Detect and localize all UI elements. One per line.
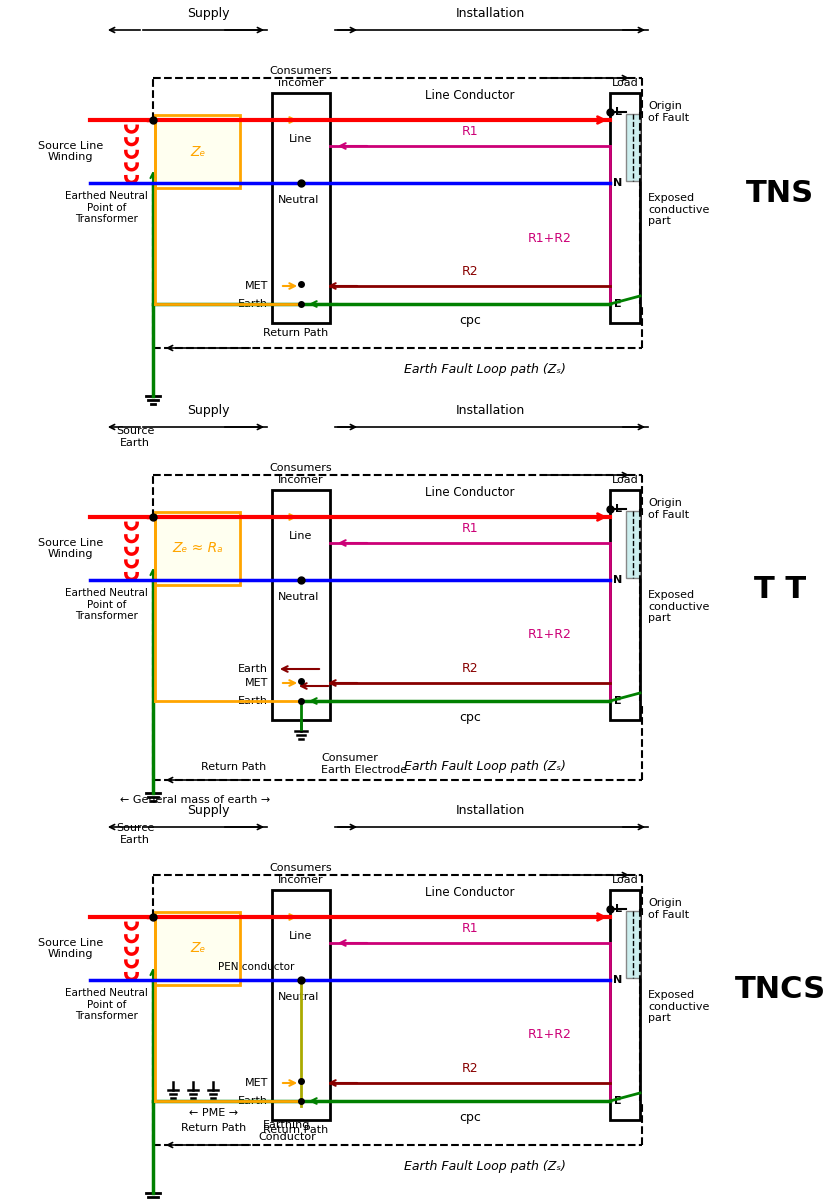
Text: Exposed
conductive
part: Exposed conductive part: [648, 990, 710, 1024]
Bar: [272, 92, 330, 323]
Text: Line Conductor: Line Conductor: [425, 886, 514, 899]
Text: Source Line
Winding: Source Line Winding: [37, 937, 103, 959]
Text: MET: MET: [244, 281, 268, 290]
Bar: [610, 92, 640, 323]
Text: Neutral: Neutral: [278, 592, 320, 602]
Text: Earth: Earth: [238, 664, 268, 674]
Text: Origin
of Fault: Origin of Fault: [648, 101, 689, 122]
Text: Installation: Installation: [455, 804, 524, 817]
Text: Earth: Earth: [238, 299, 268, 308]
Text: N: N: [613, 575, 622, 584]
Text: R1: R1: [462, 125, 479, 138]
Text: Return Path: Return Path: [181, 1123, 246, 1133]
Text: cpc: cpc: [459, 1111, 481, 1124]
Text: R2: R2: [462, 1062, 479, 1075]
Text: N: N: [613, 178, 622, 188]
Text: T T: T T: [754, 576, 806, 605]
Text: Return Path: Return Path: [201, 762, 266, 772]
Bar: [626, 911, 640, 978]
Text: Supply: Supply: [187, 7, 229, 20]
Text: Source Line
Winding: Source Line Winding: [37, 140, 103, 162]
Text: R1: R1: [462, 522, 479, 535]
Text: Origin
of Fault: Origin of Fault: [648, 498, 689, 520]
Text: Source
Earth: Source Earth: [116, 426, 155, 448]
Text: Line Conductor: Line Conductor: [425, 89, 514, 102]
Bar: [610, 490, 640, 720]
Text: Consumers
Incomer: Consumers Incomer: [270, 463, 332, 485]
Bar: [272, 890, 330, 1120]
Text: Earthed Neutral
Point of
Transformer: Earthed Neutral Point of Transformer: [65, 191, 148, 224]
Text: Consumer
Earth Electrode: Consumer Earth Electrode: [321, 754, 407, 775]
Text: R1+R2: R1+R2: [528, 629, 572, 642]
Text: Line: Line: [289, 134, 312, 144]
Text: Neutral: Neutral: [278, 992, 320, 1002]
Bar: [626, 511, 640, 578]
Text: E: E: [614, 696, 622, 706]
Text: Line: Line: [289, 931, 312, 941]
Text: Installation: Installation: [455, 7, 524, 20]
Text: PEN conductor: PEN conductor: [218, 962, 294, 972]
Bar: [626, 114, 640, 181]
Text: Earthed Neutral
Point of
Transformer: Earthed Neutral Point of Transformer: [65, 588, 148, 622]
Text: R1: R1: [462, 922, 479, 935]
Text: Neutral: Neutral: [278, 194, 320, 205]
Text: ← General mass of earth →: ← General mass of earth →: [120, 794, 271, 805]
Text: cpc: cpc: [459, 710, 481, 724]
Bar: [155, 912, 240, 985]
Text: Zₑ: Zₑ: [189, 942, 205, 955]
Text: L: L: [614, 504, 622, 514]
Text: Earth Fault Loop path (Zₛ): Earth Fault Loop path (Zₛ): [404, 362, 566, 376]
Text: Zₑ ≈ Rₐ: Zₑ ≈ Rₐ: [172, 541, 223, 556]
Text: Earthed Neutral
Point of
Transformer: Earthed Neutral Point of Transformer: [65, 988, 148, 1021]
Text: Earth: Earth: [238, 696, 268, 706]
Text: Supply: Supply: [187, 404, 229, 416]
Text: Zₑ: Zₑ: [189, 144, 205, 158]
Text: L: L: [614, 107, 622, 116]
Text: Load: Load: [612, 78, 638, 88]
Text: Consumers
Incomer: Consumers Incomer: [270, 864, 332, 886]
Text: Origin
of Fault: Origin of Fault: [648, 898, 689, 919]
Text: Earth Fault Loop path (Zₛ): Earth Fault Loop path (Zₛ): [404, 760, 566, 773]
Text: Return Path: Return Path: [263, 328, 328, 338]
Text: R1+R2: R1+R2: [528, 1028, 572, 1042]
Text: TNCS: TNCS: [735, 976, 825, 1004]
Bar: [155, 512, 240, 584]
Text: Load: Load: [612, 875, 638, 886]
Text: Consumers
incomer: Consumers incomer: [270, 66, 332, 88]
Bar: [155, 115, 240, 188]
Text: Earthing
Conductor: Earthing Conductor: [258, 1120, 316, 1141]
Bar: [610, 890, 640, 1120]
Text: Line: Line: [289, 530, 312, 541]
Text: Line Conductor: Line Conductor: [425, 486, 514, 499]
Text: ← PME →: ← PME →: [189, 1108, 238, 1118]
Text: Source Line
Winding: Source Line Winding: [37, 538, 103, 559]
Text: L: L: [614, 904, 622, 914]
Text: Exposed
conductive
part: Exposed conductive part: [648, 590, 710, 623]
Bar: [272, 490, 330, 720]
Text: MET: MET: [244, 678, 268, 688]
Text: R2: R2: [462, 662, 479, 674]
Text: cpc: cpc: [459, 314, 481, 326]
Text: Supply: Supply: [187, 804, 229, 817]
Text: Earth Fault Loop path (Zₛ): Earth Fault Loop path (Zₛ): [404, 1160, 566, 1174]
Text: Load: Load: [612, 475, 638, 485]
Text: Return Path: Return Path: [263, 1126, 328, 1135]
Text: MET: MET: [244, 1078, 268, 1088]
Text: E: E: [614, 1096, 622, 1106]
Text: N: N: [613, 974, 622, 985]
Text: R2: R2: [462, 265, 479, 278]
Text: Installation: Installation: [455, 404, 524, 416]
Text: Earth: Earth: [238, 1096, 268, 1106]
Text: E: E: [614, 299, 622, 308]
Text: Source
Earth: Source Earth: [116, 823, 155, 845]
Text: Exposed
conductive
part: Exposed conductive part: [648, 193, 710, 226]
Text: R1+R2: R1+R2: [528, 232, 572, 245]
Text: TNS: TNS: [746, 179, 814, 208]
